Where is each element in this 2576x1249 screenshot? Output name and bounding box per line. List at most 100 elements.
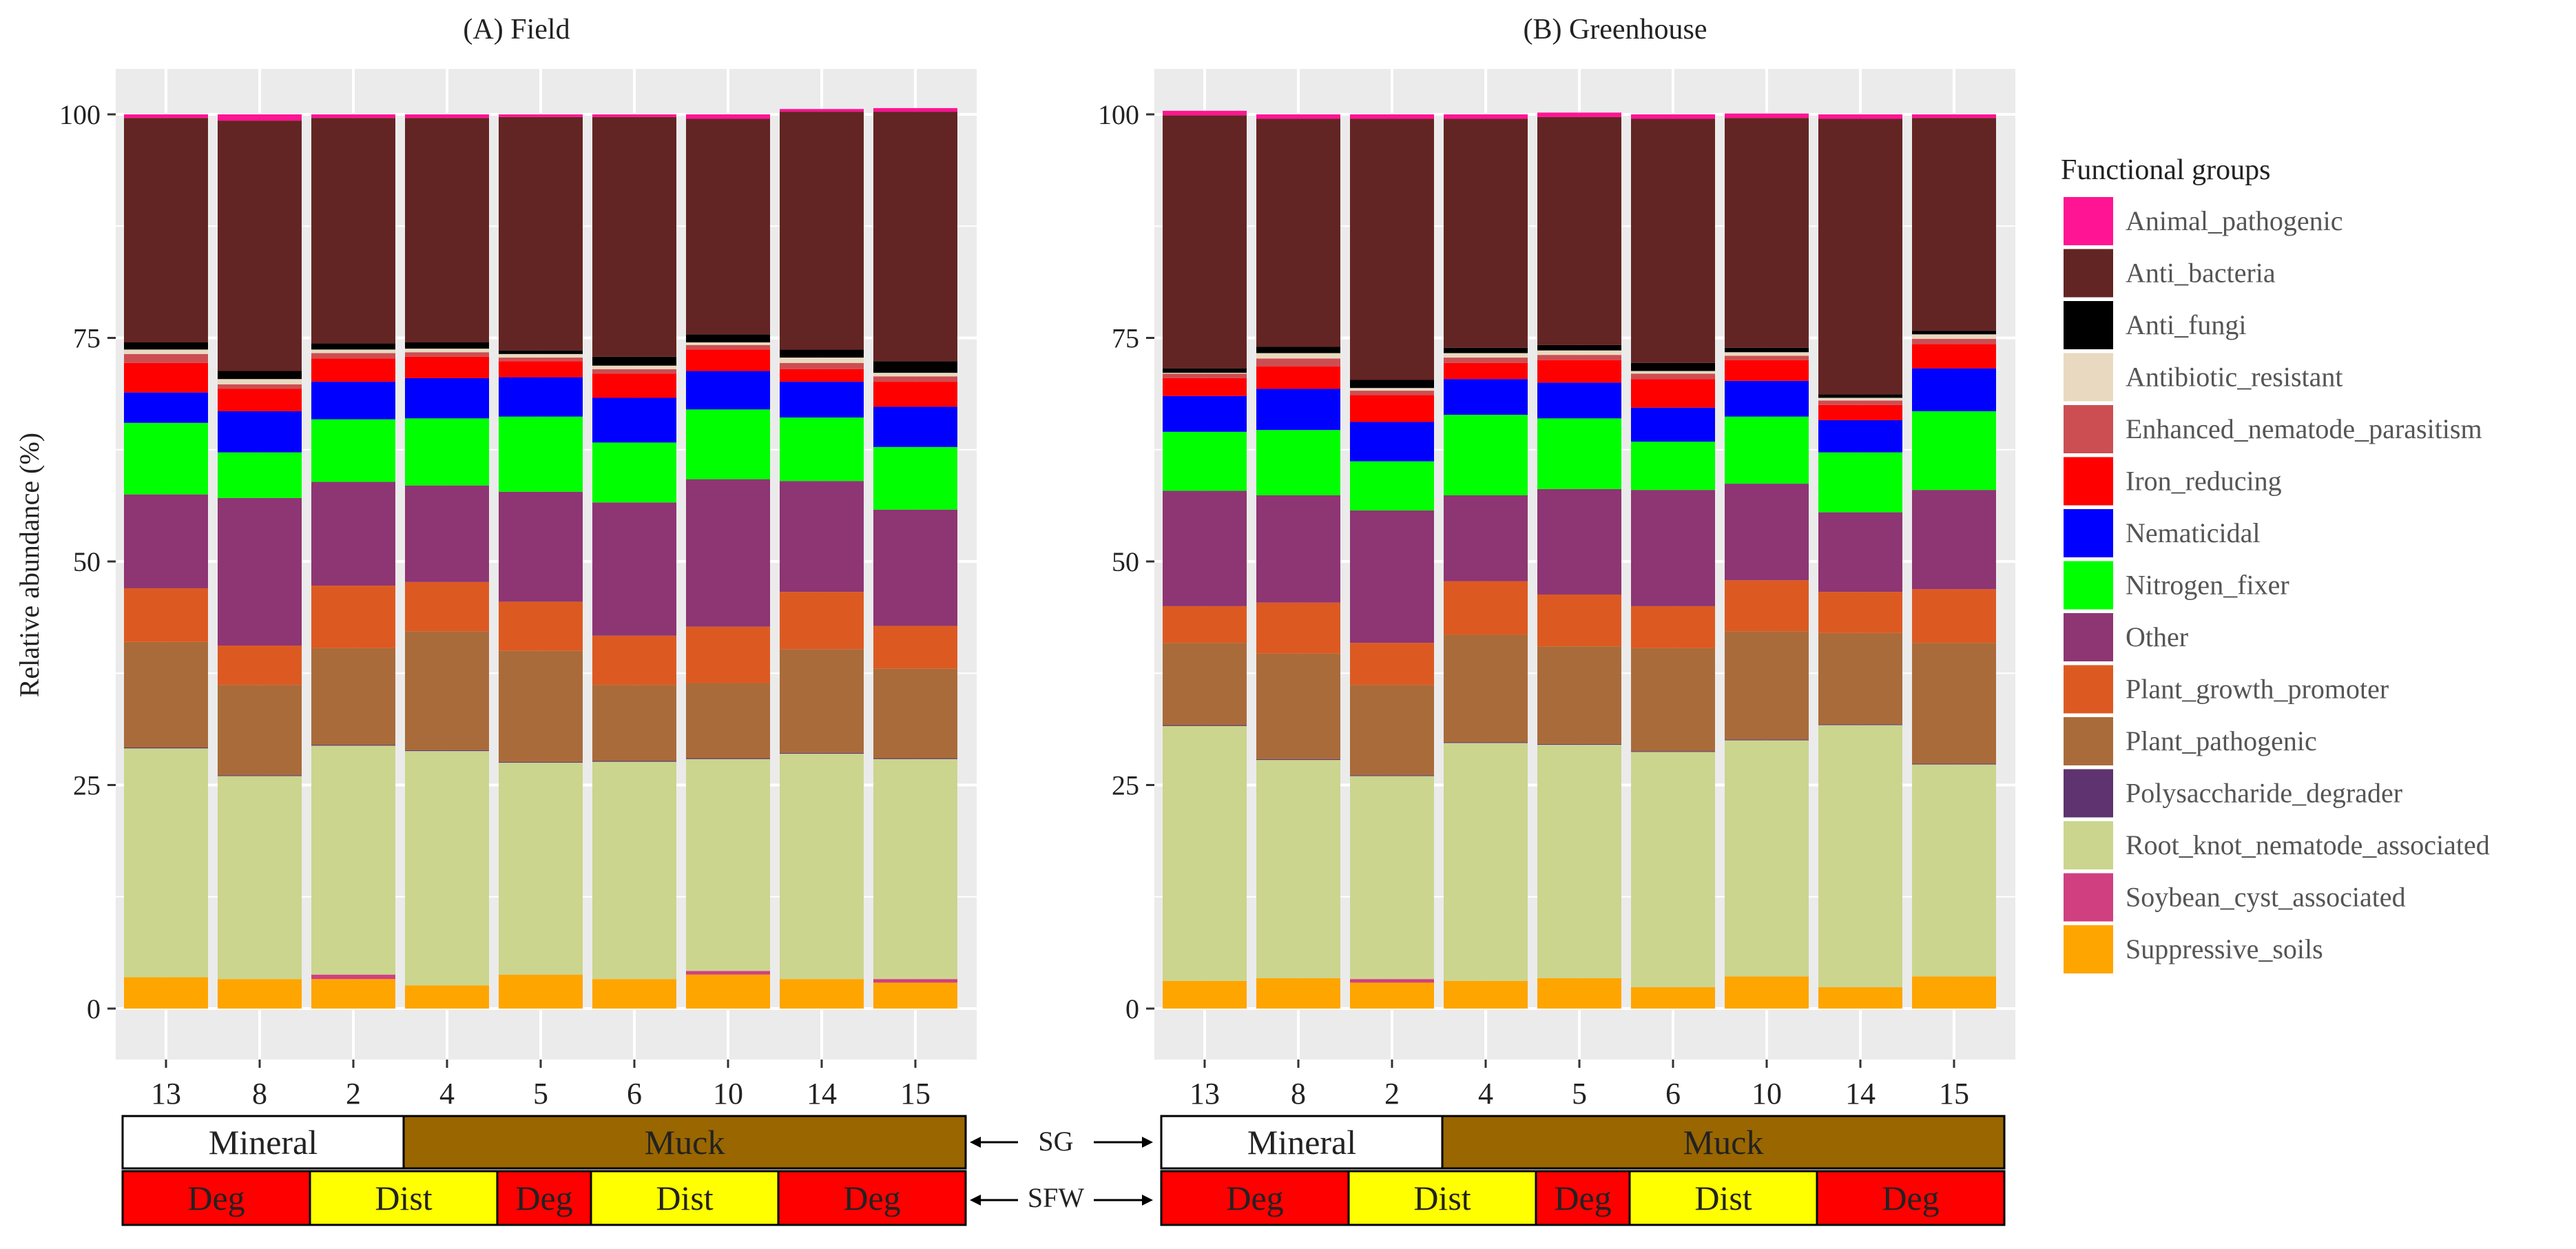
bar-segment-animal-pathogenic <box>1537 112 1621 117</box>
legend-item: Antibiotic_resistant <box>2064 353 2343 402</box>
y-tick-label: 75 <box>1112 323 1139 354</box>
bar-segment-plant-pathogenic <box>124 641 208 747</box>
soil-annotation-greenhouse: Mineral Muck Deg Dist Deg Dist Deg <box>1160 1115 2006 1226</box>
bar-segment-enhanced-nematode-parasitism <box>1725 355 1809 360</box>
bar-stack-15 <box>873 107 957 1009</box>
y-tick-label: 100 <box>1098 99 1139 130</box>
sfw-row-label: Deg <box>1882 1179 1939 1217</box>
bar-stack-6 <box>1631 114 1715 1009</box>
bar-segment-plant-pathogenic <box>311 648 395 745</box>
bar-segment-polysaccharide-degrader <box>405 750 489 752</box>
bar-segment-root-knot-nematode-associated <box>873 758 957 980</box>
bar-segment-iron-reducing <box>592 373 676 398</box>
bar-segment-enhanced-nematode-parasitism <box>1256 358 1340 367</box>
bar-segment-iron-reducing <box>1350 395 1434 422</box>
sfw-row-label: Deg <box>187 1179 245 1217</box>
x-tick-label: 2 <box>1384 1077 1400 1111</box>
legend-item: Animal_pathogenic <box>2064 197 2343 245</box>
bar-segment-antibiotic-resistant <box>1725 352 1809 356</box>
arrow-right-icon <box>1094 1195 1153 1206</box>
bar-stack-5 <box>499 114 583 1009</box>
bar-segment-other <box>1350 510 1434 643</box>
bar-segment-polysaccharide-degrader <box>780 752 864 754</box>
bar-segment-iron-reducing <box>218 389 302 411</box>
legend-label: Suppressive_soils <box>2126 933 2323 964</box>
sg-row-label: Muck <box>1683 1123 1764 1162</box>
bar-segment-other <box>124 494 208 588</box>
bar-segment-polysaccharide-degrader <box>873 758 957 759</box>
y-axis: 0 25 50 75 100 <box>59 99 116 1024</box>
bar-segment-suppressive-soils <box>1350 982 1434 1009</box>
bar-segment-anti-bacteria <box>1818 118 1902 395</box>
bar-segment-iron-reducing <box>686 349 770 371</box>
y-tick-label: 0 <box>1125 993 1139 1024</box>
bar-segment-nitrogen-fixer <box>499 416 583 492</box>
sg-row-label: Muck <box>645 1123 725 1162</box>
bar-segment-other <box>780 481 864 592</box>
sg-row-segment <box>1160 1115 1444 1170</box>
legend-label: Enhanced_nematode_parasitism <box>2126 413 2482 444</box>
bar-segment-anti-bacteria <box>1350 118 1434 380</box>
bar-segment-root-knot-nematode-associated <box>1350 776 1434 980</box>
sfw-row-label: Deg <box>1554 1179 1611 1217</box>
bar-segment-nematicidal <box>124 392 208 423</box>
legend-item: Anti_bacteria <box>2064 249 2276 298</box>
bar-segment-enhanced-nematode-parasitism <box>1912 338 1996 344</box>
bar-segment-nitrogen-fixer <box>1725 416 1809 484</box>
bar-segment-suppressive-soils <box>124 977 208 1009</box>
bar-segment-animal-pathogenic <box>1631 114 1715 119</box>
bar-segment-antibiotic-resistant <box>1350 388 1434 391</box>
bar-segment-iron-reducing <box>1631 379 1715 408</box>
bar-segment-plant-pathogenic <box>1256 653 1340 759</box>
bar-segment-nematicidal <box>1256 389 1340 431</box>
x-tick-label: 10 <box>1752 1077 1782 1111</box>
sfw-row-segment <box>1347 1170 1537 1226</box>
legend-item: Enhanced_nematode_parasitism <box>2064 405 2482 453</box>
bar-segment-anti-fungi <box>1818 394 1902 398</box>
bar-segment-anti-bacteria <box>1537 116 1621 345</box>
bar-segment-antibiotic-resistant <box>1631 371 1715 374</box>
bar-segment-other <box>311 482 395 586</box>
bar-segment-soybean-cyst-associated <box>311 974 395 980</box>
bar-segment-iron-reducing <box>1725 360 1809 381</box>
y-axis: 0 25 50 75 100 <box>1098 99 1154 1024</box>
bar-segment-iron-reducing <box>405 356 489 378</box>
bar-segment-antibiotic-resistant <box>1537 350 1621 355</box>
bar-segment-enhanced-nematode-parasitism <box>1350 391 1434 395</box>
bar-segment-nematicidal <box>405 378 489 419</box>
legend-swatch <box>2064 249 2113 298</box>
bar-segment-suppressive-soils <box>780 979 864 1009</box>
bar-segment-polysaccharide-degrader <box>1350 775 1434 776</box>
y-axis-label: Relative abundance (%) <box>14 433 45 697</box>
bar-segment-plant-pathogenic <box>780 649 864 753</box>
bar-segment-other <box>218 497 302 646</box>
bar-segment-enhanced-nematode-parasitism <box>1818 400 1902 405</box>
bar-segment-root-knot-nematode-associated <box>780 754 864 980</box>
bar-segment-anti-bacteria <box>1163 115 1247 369</box>
bar-segment-anti-fungi <box>499 350 583 354</box>
bar-segment-animal-pathogenic <box>311 114 395 118</box>
legend-swatch <box>2064 197 2113 245</box>
bar-segment-root-knot-nematode-associated <box>1256 760 1340 978</box>
legend-label: Polysaccharide_degrader <box>2126 778 2402 809</box>
bar-segment-root-knot-nematode-associated <box>1444 743 1528 981</box>
sg-row-label: Mineral <box>209 1123 318 1162</box>
bar-segment-anti-fungi <box>1350 380 1434 389</box>
arrow-left-icon <box>970 1137 1018 1148</box>
x-tick-label: 6 <box>627 1077 642 1111</box>
y-tick-label: 50 <box>1112 546 1139 577</box>
bar-segment-plant-pathogenic <box>592 685 676 761</box>
legend-label: Iron_reducing <box>2126 466 2282 497</box>
chart-title: (B) Greenhouse <box>1523 14 1707 45</box>
x-axis: 13 8 2 4 5 6 10 14 15 <box>151 1060 931 1111</box>
legend-item: Suppressive_soils <box>2064 925 2323 973</box>
bar-segment-iron-reducing <box>499 361 583 378</box>
bar-segment-nematicidal <box>1537 382 1621 419</box>
bar-segment-anti-bacteria <box>311 118 395 344</box>
bar-segment-plant-pathogenic <box>1537 646 1621 744</box>
row-labels: SG SFW <box>970 1126 1153 1213</box>
bar-segment-enhanced-nematode-parasitism <box>780 362 864 369</box>
bar-stack-13 <box>124 114 208 1009</box>
legend-label: Nitrogen_fixer <box>2126 570 2289 601</box>
bar-segment-iron-reducing <box>873 382 957 407</box>
